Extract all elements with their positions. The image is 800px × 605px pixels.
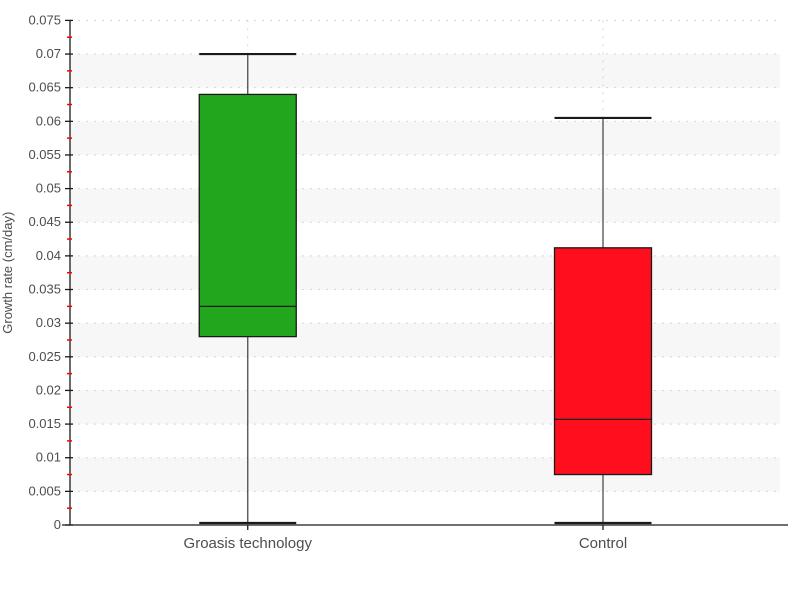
- svg-text:0.02: 0.02: [36, 382, 61, 397]
- svg-text:0.055: 0.055: [28, 147, 61, 162]
- svg-text:0.04: 0.04: [36, 248, 61, 263]
- svg-text:0.025: 0.025: [28, 349, 61, 364]
- svg-text:0.015: 0.015: [28, 416, 61, 431]
- svg-text:0: 0: [54, 517, 61, 532]
- svg-text:0.035: 0.035: [28, 282, 61, 297]
- svg-text:0.03: 0.03: [36, 315, 61, 330]
- svg-text:0.005: 0.005: [28, 483, 61, 498]
- svg-text:0.075: 0.075: [28, 12, 61, 27]
- svg-text:Growth rate (cm/day): Growth rate (cm/day): [0, 212, 15, 334]
- svg-text:0.045: 0.045: [28, 214, 61, 229]
- svg-text:0.05: 0.05: [36, 181, 61, 196]
- svg-text:0.06: 0.06: [36, 113, 61, 128]
- svg-text:Control: Control: [579, 535, 627, 552]
- svg-text:0.07: 0.07: [36, 46, 61, 61]
- svg-text:0.01: 0.01: [36, 450, 61, 465]
- svg-text:Groasis technology: Groasis technology: [184, 535, 313, 552]
- svg-text:0.065: 0.065: [28, 80, 61, 95]
